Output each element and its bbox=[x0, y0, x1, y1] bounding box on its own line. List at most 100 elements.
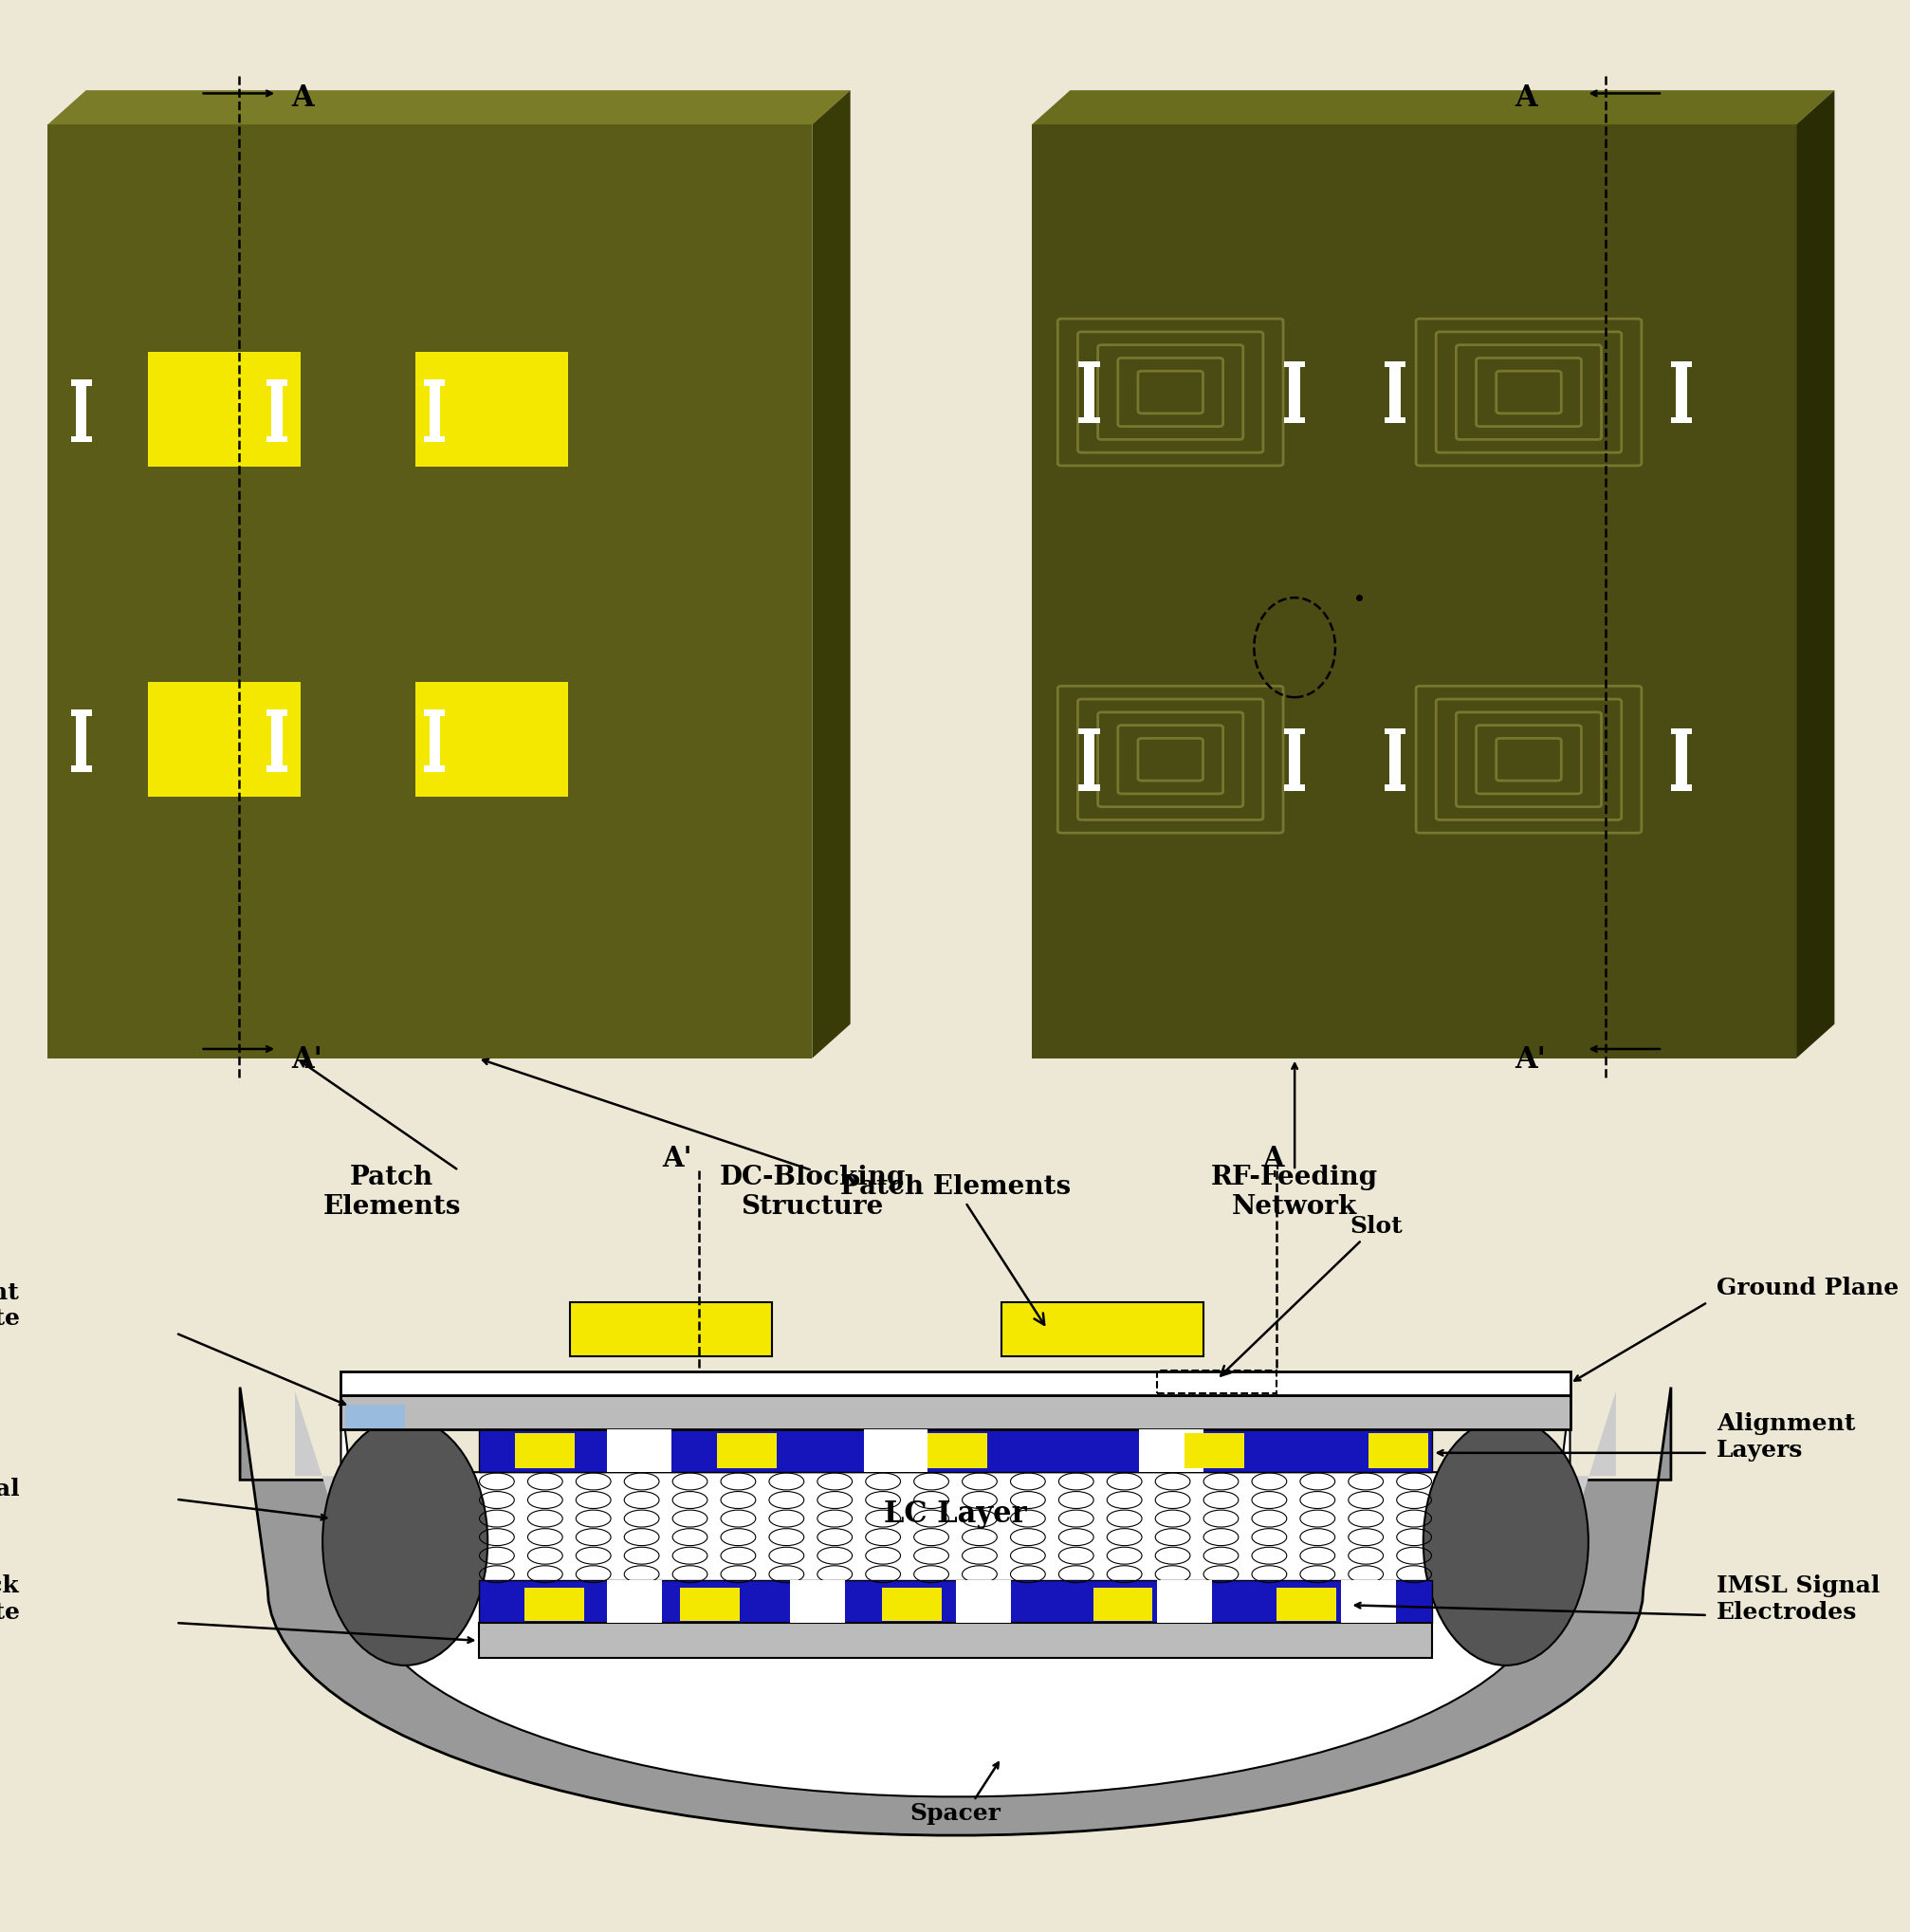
Bar bbox=[1385, 728, 1406, 734]
Bar bbox=[71, 381, 92, 386]
Bar bbox=[1368, 1434, 1427, 1468]
Polygon shape bbox=[340, 1395, 1570, 1797]
Bar bbox=[149, 682, 302, 796]
Bar bbox=[424, 765, 445, 773]
Text: A: A bbox=[1515, 83, 1536, 112]
Bar bbox=[267, 437, 288, 442]
Bar bbox=[71, 709, 92, 717]
Bar bbox=[424, 709, 445, 717]
Bar bbox=[267, 381, 288, 386]
Bar bbox=[424, 437, 445, 442]
Bar bbox=[1284, 417, 1305, 423]
Bar bbox=[1675, 361, 1687, 423]
Bar bbox=[267, 765, 288, 773]
Bar bbox=[1289, 728, 1299, 790]
Bar bbox=[346, 1405, 405, 1428]
Bar bbox=[1389, 728, 1400, 790]
Bar bbox=[607, 1580, 661, 1623]
Polygon shape bbox=[1795, 91, 1834, 1059]
Text: DC-Blocking
Structure: DC-Blocking Structure bbox=[718, 1165, 905, 1219]
Text: Patch Elements: Patch Elements bbox=[840, 1175, 1070, 1325]
Bar bbox=[478, 1623, 1432, 1658]
Bar bbox=[1385, 417, 1406, 423]
Bar bbox=[791, 1580, 844, 1623]
Bar bbox=[863, 1430, 928, 1472]
Bar bbox=[1079, 784, 1100, 790]
Bar bbox=[523, 1588, 584, 1621]
Bar bbox=[1138, 1430, 1203, 1472]
Polygon shape bbox=[48, 91, 850, 124]
Bar bbox=[478, 1580, 1432, 1623]
Bar bbox=[1083, 728, 1094, 790]
Polygon shape bbox=[241, 1387, 1669, 1835]
Bar bbox=[1284, 728, 1305, 734]
Bar bbox=[416, 682, 569, 796]
Polygon shape bbox=[812, 91, 850, 1059]
Bar bbox=[271, 709, 283, 773]
Polygon shape bbox=[1031, 91, 1834, 124]
Bar bbox=[1284, 361, 1305, 367]
Bar bbox=[267, 709, 288, 717]
Text: Front
Substrate: Front Substrate bbox=[0, 1281, 19, 1329]
Bar bbox=[516, 1434, 575, 1468]
Text: A': A' bbox=[661, 1146, 691, 1173]
Text: A': A' bbox=[292, 1045, 323, 1074]
Bar bbox=[1289, 361, 1299, 423]
Text: RF-Feeding
Network: RF-Feeding Network bbox=[1211, 1165, 1377, 1219]
Text: Ground Plane: Ground Plane bbox=[1715, 1277, 1899, 1298]
Bar bbox=[76, 709, 86, 773]
Bar bbox=[716, 1434, 775, 1468]
Bar bbox=[1385, 361, 1406, 367]
Bar bbox=[271, 381, 283, 442]
Bar bbox=[149, 352, 302, 468]
Bar bbox=[424, 381, 445, 386]
Text: IMSL Signal
Electrodes: IMSL Signal Electrodes bbox=[1715, 1575, 1879, 1623]
Bar bbox=[71, 765, 92, 773]
Bar bbox=[1671, 784, 1692, 790]
Bar bbox=[1284, 784, 1305, 790]
Text: Spacer: Spacer bbox=[909, 1803, 1001, 1824]
Bar bbox=[1093, 1588, 1152, 1621]
Bar bbox=[1079, 728, 1100, 734]
Text: Seal: Seal bbox=[0, 1478, 19, 1499]
Text: LC Layer: LC Layer bbox=[884, 1499, 1026, 1528]
Polygon shape bbox=[294, 1391, 1616, 1783]
Bar bbox=[1079, 361, 1100, 367]
Bar bbox=[1157, 1580, 1211, 1623]
Polygon shape bbox=[48, 124, 812, 1059]
Bar bbox=[416, 352, 569, 468]
Bar bbox=[1675, 728, 1687, 790]
Bar bbox=[1184, 1434, 1243, 1468]
Bar bbox=[340, 1395, 1570, 1430]
Bar bbox=[1079, 417, 1100, 423]
Text: A: A bbox=[1263, 1146, 1284, 1173]
Bar bbox=[1671, 417, 1692, 423]
Bar bbox=[71, 437, 92, 442]
Bar bbox=[478, 1430, 1432, 1472]
Bar bbox=[1671, 361, 1692, 367]
Bar bbox=[1385, 784, 1406, 790]
Text: A': A' bbox=[1515, 1045, 1545, 1074]
Bar bbox=[1341, 1580, 1394, 1623]
Bar bbox=[569, 1302, 772, 1356]
Bar bbox=[430, 381, 439, 442]
Bar bbox=[1389, 361, 1400, 423]
Bar bbox=[607, 1430, 670, 1472]
Ellipse shape bbox=[323, 1418, 487, 1665]
Bar bbox=[882, 1588, 942, 1621]
Bar bbox=[1001, 1302, 1203, 1356]
Ellipse shape bbox=[1423, 1418, 1587, 1665]
Text: A: A bbox=[292, 83, 313, 112]
Bar bbox=[1157, 1370, 1276, 1393]
Bar bbox=[430, 709, 439, 773]
Bar bbox=[1276, 1588, 1335, 1621]
Bar bbox=[955, 1580, 1010, 1623]
Text: Back
Substrate: Back Substrate bbox=[0, 1575, 19, 1623]
Bar bbox=[76, 381, 86, 442]
Bar bbox=[340, 1372, 1570, 1395]
Text: Patch
Elements: Patch Elements bbox=[323, 1165, 460, 1219]
Bar bbox=[1083, 361, 1094, 423]
Bar bbox=[680, 1588, 739, 1621]
Polygon shape bbox=[1031, 124, 1795, 1059]
Text: Slot: Slot bbox=[1220, 1215, 1402, 1376]
